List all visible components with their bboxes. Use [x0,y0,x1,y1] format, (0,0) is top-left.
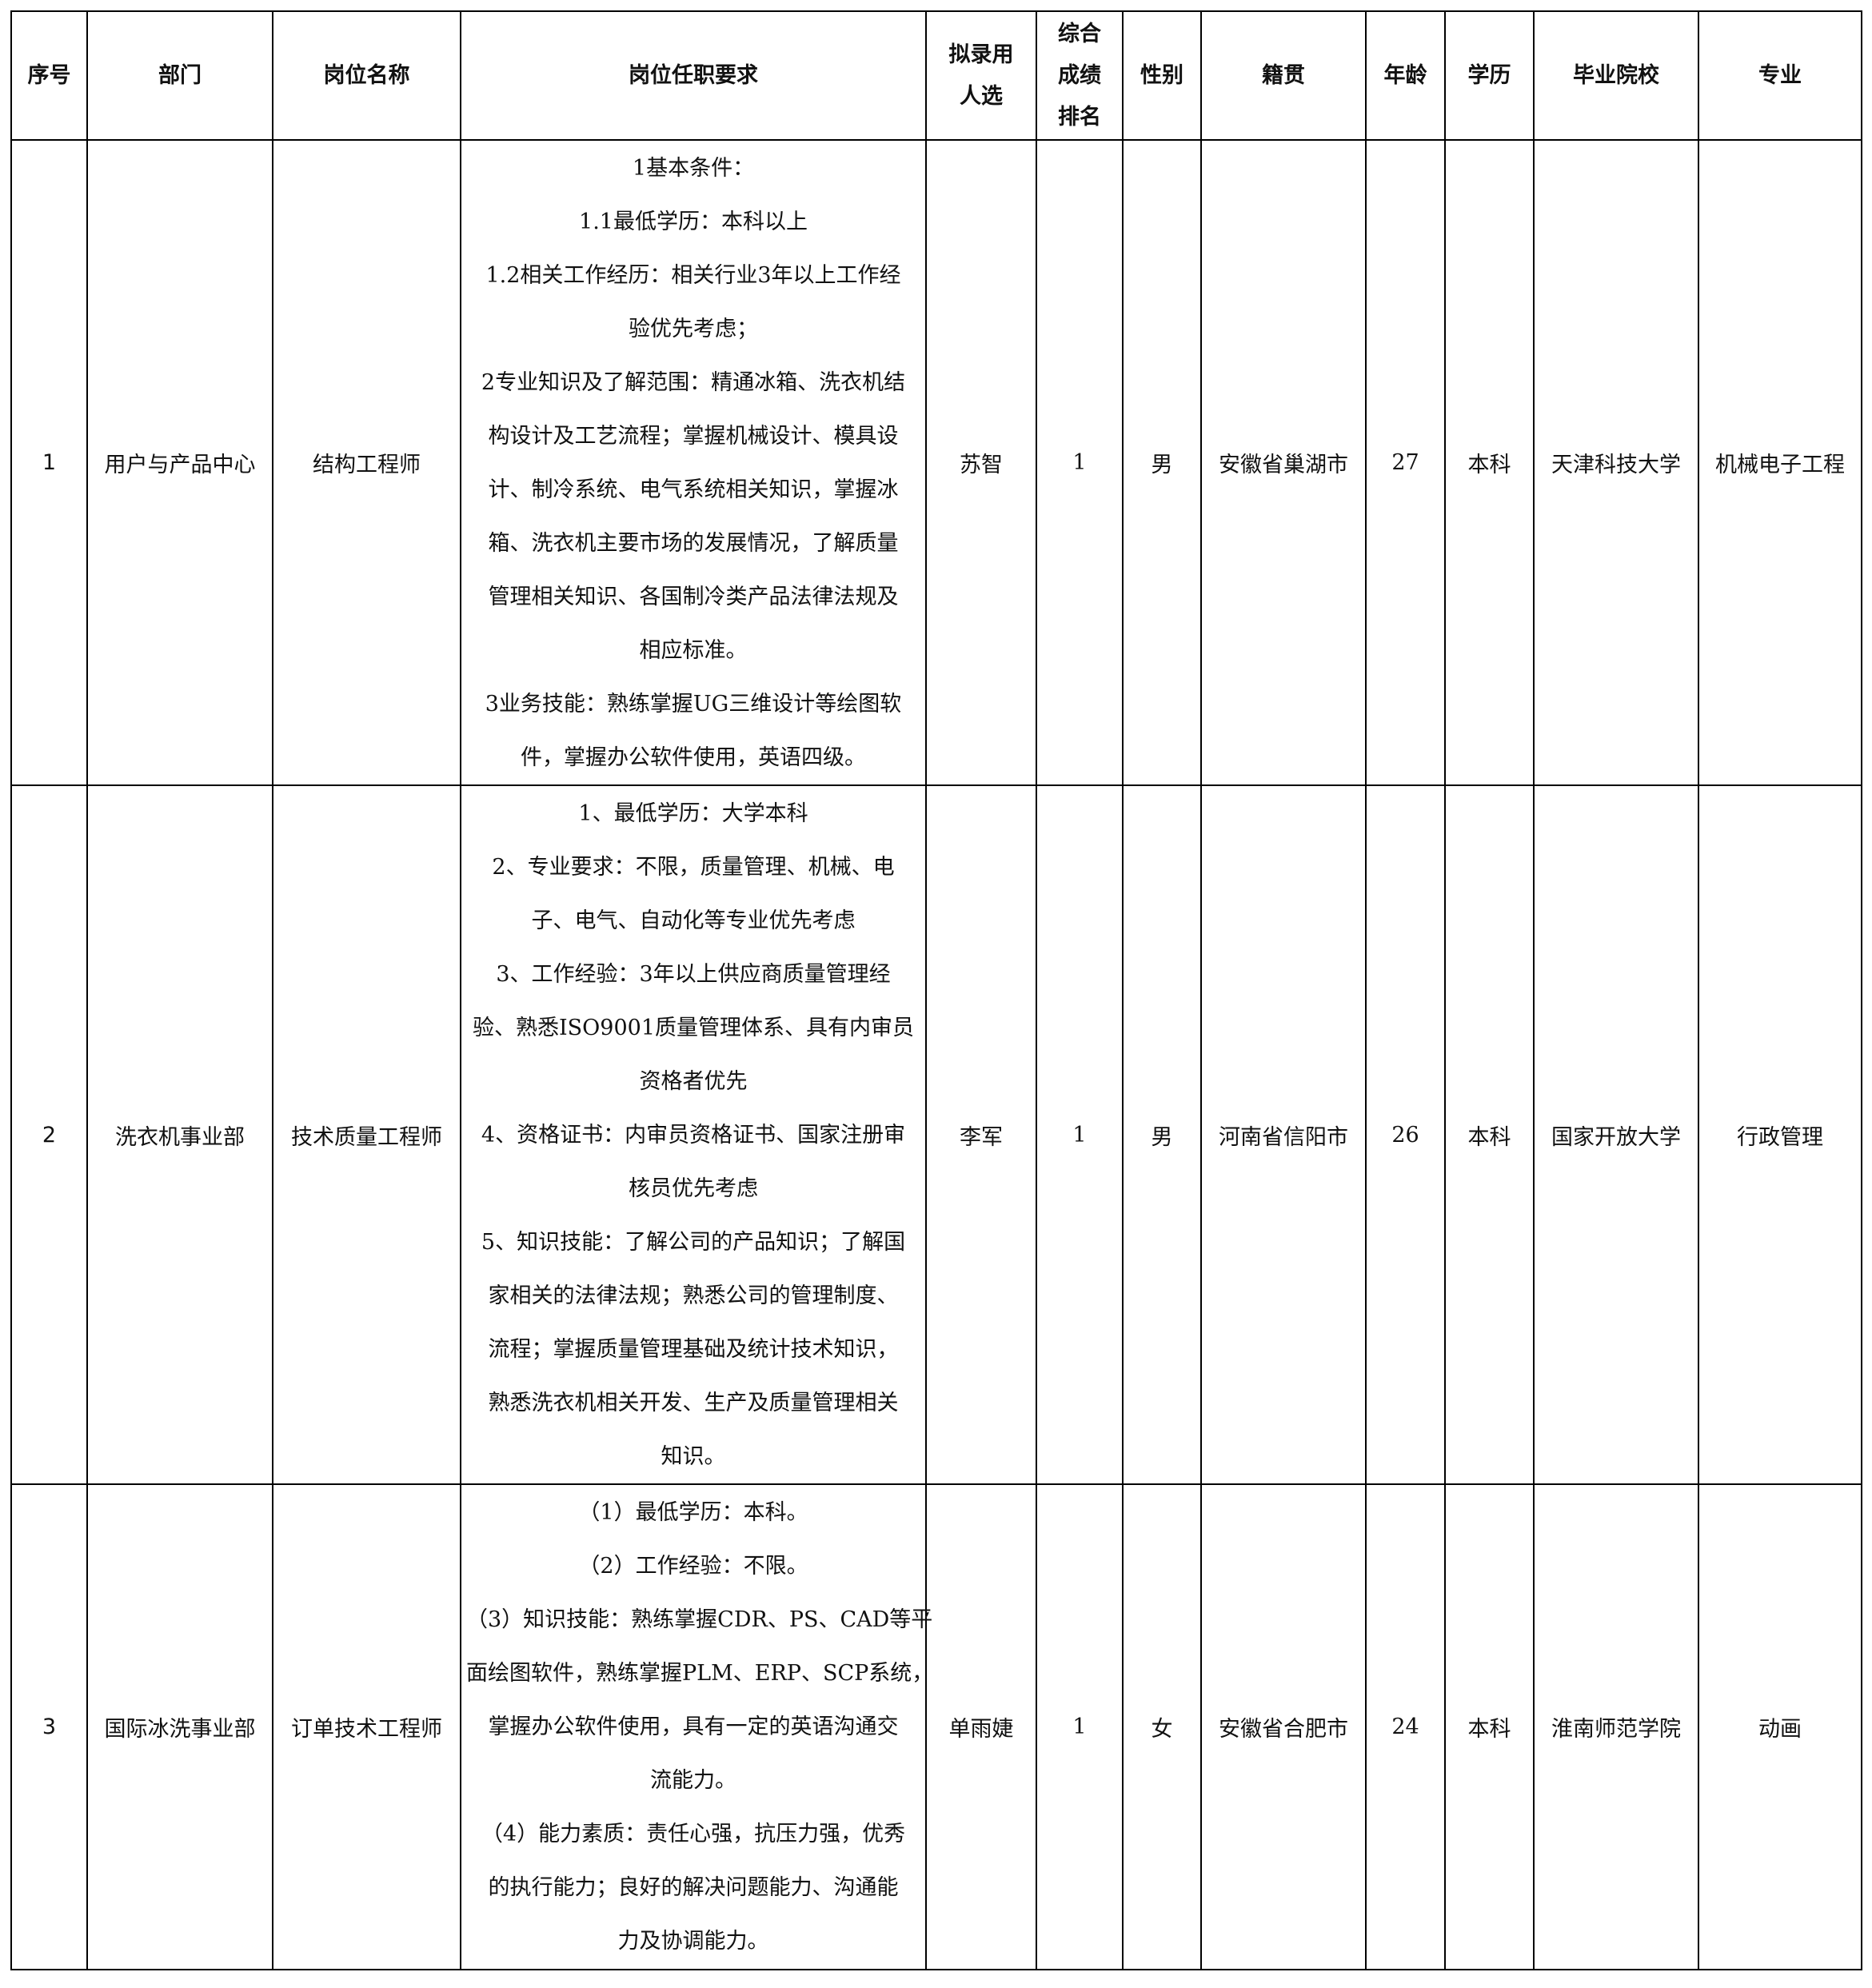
header-cell: 拟录用人选 [925,10,1037,141]
header-cell: 专业 [1698,10,1862,141]
header-cell: 序号 [10,10,88,141]
table-cell: 国家开放大学 [1533,784,1699,1485]
table-cell: 淮南师范学院 [1533,1483,1699,1970]
requirement-line: 构设计及工艺流程；掌握机械设计、模具设 [488,423,899,449]
requirement-line: （4）能力素质：责任心强，抗压力强，优秀 [481,1822,906,1846]
table-cell: 2 [10,784,88,1485]
table-cell: 单雨婕 [925,1483,1037,1970]
table-cell: 26 [1365,784,1446,1485]
table-row: 3 国际冰洗事业部 订单技术工程师 （1）最低学历：本科。 （2）工作经验：不限。 （3）… [10,1483,1862,1970]
requirement-line: 面绘图软件，熟练掌握PLM、ERP、SCP系统， [466,1661,934,1686]
header-cell: 部门 [86,10,273,141]
requirement-line: 子、电气、自动化等专业优先考虑 [531,908,856,933]
requirement-line: 掌握办公软件使用，具有一定的英语沟通交 [488,1715,899,1739]
requirement-line: 3、工作经验：3年以上供应商质量管理经 [496,961,891,987]
table-cell: 安徽省巢湖市 [1200,139,1367,786]
header-cell: 岗位任职要求 [460,10,927,141]
requirement-line: 验、熟悉ISO9001质量管理体系、具有内审员 [472,1015,914,1040]
header-cell: 毕业院校 [1533,10,1699,141]
table-cell: 男 [1122,784,1202,1485]
table-cell: 洗衣机事业部 [86,784,273,1485]
requirement-line: 熟悉洗衣机相关开发、生产及质量管理相关 [488,1390,899,1415]
table-cell: 1 [1036,139,1124,786]
table-cell: 1 [1036,1483,1124,1970]
requirements-cell: 1基本条件： 1.1最低学历：本科以上 1.2相关工作经历：相关行业3年以上工作经验… [460,139,927,786]
table-cell: 男 [1122,139,1202,786]
table-cell: 3 [10,1483,88,1970]
header-cell: 学历 [1444,10,1535,141]
requirement-line: 知识。 [661,1443,726,1469]
table-cell: 1 [10,139,88,786]
requirements-cell: （1）最低学历：本科。 （2）工作经验：不限。 （3）知识技能：熟练掌握CDR、PS… [460,1483,934,1970]
table-cell: 24 [1365,1483,1446,1970]
requirement-line: 件，掌握办公软件使用，英语四级。 [521,745,866,770]
requirement-line: 流程；掌握质量管理基础及统计技术知识， [488,1336,899,1362]
requirement-line: 1.1最低学历：本科以上 [579,209,808,234]
recruitment-table: 序号 部门 岗位名称 岗位任职要求 拟录用人选 综合成绩排名 性别 籍贯 年龄 学历 毕业院校 专业 … [10,10,1862,1970]
header-cell: 岗位名称 [272,10,461,141]
table-cell: 行政管理 [1698,784,1862,1485]
table-row: 1 用户与产品中心 结构工程师 1基本条件： 1.1最低学历：本科以上 1.2相关工作经历… [10,139,1862,786]
requirement-line: 力及协调能力。 [617,1929,769,1954]
header-cell: 年龄 [1365,10,1446,141]
header-row: 序号 部门 岗位名称 岗位任职要求 拟录用人选 综合成绩排名 性别 籍贯 年龄 学历 毕业院校 专业 [10,10,1862,141]
requirement-line: 1、最低学历：大学本科 [578,800,808,826]
requirement-line: （1）最低学历：本科。 [578,1500,808,1525]
requirement-line: （3）知识技能：熟练掌握CDR、PS、CAD等平 [466,1607,933,1632]
requirement-line: 管理相关知识、各国制冷类产品法律法规及 [488,584,899,609]
requirement-line: 资格者优先 [639,1068,748,1094]
header-cell: 籍贯 [1200,10,1367,141]
requirement-line: 计、制冷系统、电气系统相关知识，掌握冰 [488,477,899,502]
table-cell: 李军 [925,784,1037,1485]
table-cell: 本科 [1444,784,1535,1485]
table-cell: 河南省信阳市 [1200,784,1367,1485]
requirements-cell: 1、最低学历：大学本科 2、专业要求：不限，质量管理、机械、电 子、电气、自动化等专… [460,784,927,1485]
table-cell: 订单技术工程师 [272,1483,461,1970]
table-cell: 27 [1365,139,1446,786]
table-cell: 用户与产品中心 [86,139,273,786]
table-row: 2 洗衣机事业部 技术质量工程师 1、最低学历：大学本科 2、专业要求：不限，质量管理、… [10,784,1862,1485]
header-cell: 性别 [1122,10,1202,141]
table-cell: 技术质量工程师 [272,784,461,1485]
requirement-line: 流能力。 [650,1768,736,1793]
table-cell: 动画 [1698,1483,1862,1970]
requirement-line: 相应标准。 [639,637,748,663]
table-cell: 女 [1122,1483,1202,1970]
table-cell: 苏智 [925,139,1037,786]
requirement-line: 核员优先考虑 [629,1176,758,1201]
requirement-line: 3业务技能：熟练掌握UG三维设计等绘图软 [485,691,902,717]
table-cell: 安徽省合肥市 [1200,1483,1367,1970]
header-cell: 综合成绩排名 [1036,10,1124,141]
table-cell: 机械电子工程 [1698,139,1862,786]
requirement-line: 箱、洗衣机主要市场的发展情况，了解质量 [488,530,899,556]
requirement-line: 1基本条件： [632,155,755,181]
table-cell: 本科 [1444,139,1535,786]
requirement-line: 2专业知识及了解范围：精通冰箱、洗衣机结 [481,369,906,395]
requirement-line: 2、专业要求：不限，质量管理、机械、电 [492,854,895,880]
requirement-line: 4、资格证书：内审员资格证书、国家注册审 [481,1122,906,1148]
table-cell: 天津科技大学 [1533,139,1699,786]
requirement-line: 验优先考虑； [629,316,758,341]
table-cell: 1 [1036,784,1124,1485]
requirement-line: 1.2相关工作经历：相关行业3年以上工作经 [485,262,901,288]
table-cell: 结构工程师 [272,139,461,786]
table-cell: 本科 [1444,1483,1535,1970]
table-cell: 国际冰洗事业部 [86,1483,273,1970]
requirement-line: （2）工作经验：不限。 [578,1554,808,1579]
requirement-line: 5、知识技能：了解公司的产品知识；了解国 [481,1229,906,1255]
requirement-line: 的执行能力；良好的解决问题能力、沟通能 [488,1875,899,1900]
requirement-line: 家相关的法律法规；熟悉公司的管理制度、 [488,1283,899,1308]
